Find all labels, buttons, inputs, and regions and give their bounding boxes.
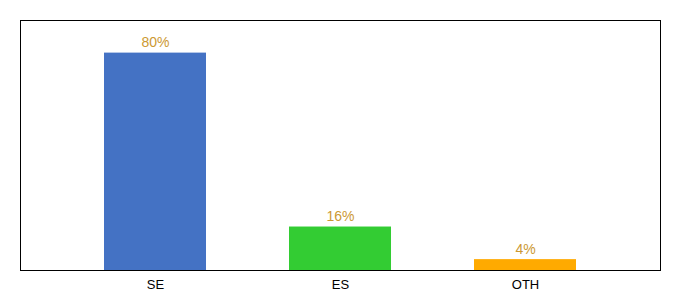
svg-text:SE: SE — [147, 277, 165, 292]
svg-text:OTH: OTH — [512, 277, 539, 292]
svg-text:ES: ES — [332, 277, 350, 292]
svg-text:4%: 4% — [515, 241, 535, 257]
svg-text:16%: 16% — [326, 208, 354, 224]
svg-text:80%: 80% — [141, 34, 169, 50]
